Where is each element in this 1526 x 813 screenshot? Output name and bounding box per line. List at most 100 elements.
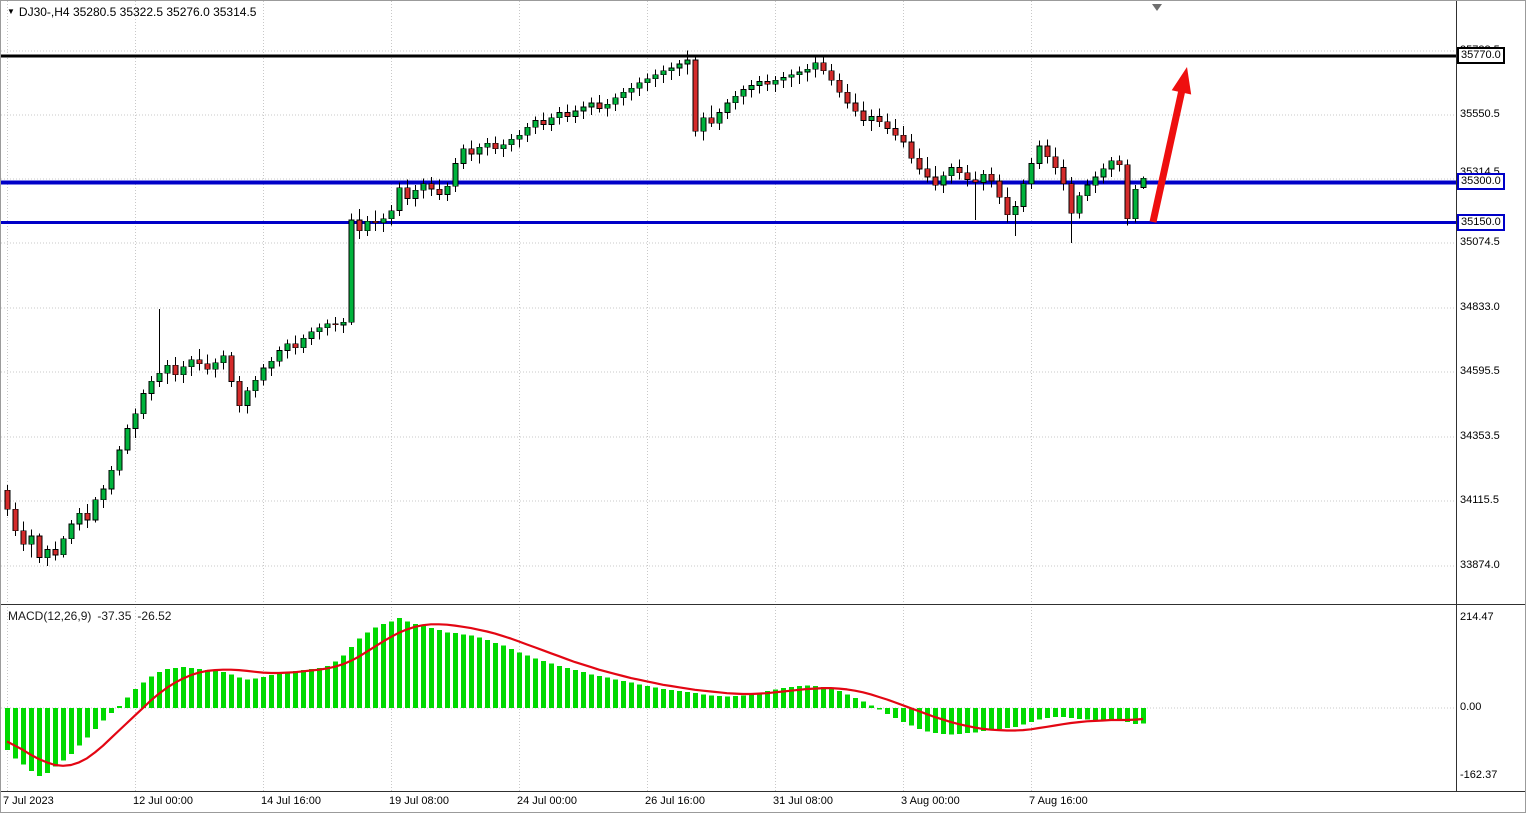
macd-histogram-bar [757,692,762,708]
candle-body [380,218,387,224]
candle-body [892,128,899,136]
candle-body [100,488,107,501]
time-axis-label: 7 Jul 2023 [3,795,54,807]
macd-histogram-bar [29,707,34,771]
macd-histogram-bar [413,623,418,708]
macd-histogram-bar [1029,707,1034,723]
candle-body [900,134,907,143]
trend-arrow-shaft[interactable] [1149,88,1186,223]
candle-body [252,379,259,392]
candle-body [60,538,67,556]
candle-body [20,530,27,545]
macd-histogram-bar [429,628,434,708]
candle-body [1068,183,1075,214]
candle-body [412,190,419,199]
time-axis-separator [1,791,1525,792]
panel-separator[interactable] [1,604,1525,605]
time-axis-label: 14 Jul 16:00 [261,795,321,807]
macd-histogram-bar [37,707,42,777]
trend-arrow-head[interactable] [1171,67,1192,95]
macd-histogram-bar [997,707,1002,729]
macd-histogram-bar [709,695,714,708]
candle-body [548,117,555,125]
candle-body [244,390,251,406]
macd-histogram-bar [357,638,362,708]
candle-body [4,490,11,510]
macd-histogram-bar [341,655,346,708]
time-axis[interactable]: 7 Jul 2023 12 Jul 00:00 14 Jul 16:00 19 Jul… [1,792,1457,812]
candle-body [588,102,595,108]
candle-body [748,85,755,90]
macd-histogram-bar [349,647,354,708]
macd-histogram-bar [45,707,50,773]
macd-histogram-bar [605,677,610,708]
macd-histogram-bar [789,686,794,708]
macd-histogram-bar [957,707,962,734]
symbol-ohlc-text: DJ30-,H4 35280.5 35322.5 35276.0 35314.5 [18,5,257,19]
candle-body [12,508,19,532]
candle-body [860,110,867,121]
macd-histogram-bar [597,676,602,708]
macd-histogram-bar [725,696,730,708]
macd-histogram-bar [661,689,666,708]
macd-histogram-bar [1141,707,1146,724]
candle-body [948,167,955,176]
candle-body [684,59,691,65]
candle-body [1020,183,1027,207]
time-axis-label: 26 Jul 16:00 [645,795,705,807]
candle-body [524,126,531,136]
macd-histogram-bar [5,707,10,750]
macd-histogram-bar [1021,707,1026,725]
candle-body [700,117,707,132]
macd-histogram-bar [373,627,378,708]
macd-histogram-bar [1069,707,1074,718]
macd-histogram-bar [501,645,506,708]
macd-histogram-bar [733,696,738,708]
macd-histogram-bar [13,707,18,759]
candle-body [476,147,483,155]
candle-body [452,163,459,187]
candle-body [348,219,355,323]
macd-histogram-bar [333,661,338,708]
macd-histogram-bar [885,707,890,714]
candle-body [156,373,163,382]
chart-end-marker-icon [1152,4,1162,11]
macd-histogram-bar [69,707,74,755]
macd-axis-label: 0.00 [1460,700,1482,713]
candle-body [260,367,267,381]
candle-body [44,549,51,559]
macd-histogram-bar [629,682,634,708]
macd-histogram-bar [965,707,970,734]
candle-body [332,323,339,326]
candle-body [724,102,731,113]
macd-histogram-bar [85,707,90,738]
candle-body [620,91,627,98]
macd-histogram-bar [901,707,906,723]
time-axis-label: 31 Jul 08:00 [773,795,833,807]
macd-histogram-bar [797,686,802,708]
candle-body [132,413,139,429]
macd-histogram-bar [1101,707,1106,721]
candle-body [804,68,811,73]
candle-body [220,355,227,363]
candle-body [884,121,891,129]
macd-histogram-bar [77,707,82,746]
price-axis[interactable]: 35788.535550.535074.534833.034595.534353… [1457,1,1525,791]
chart-plot-area[interactable] [1,1,1457,791]
macd-histogram-bar [421,626,426,708]
candle-body [1028,163,1035,185]
candle-body [204,363,211,370]
macd-histogram-bar [677,691,682,708]
macd-histogram-bar [701,694,706,708]
candle-body [236,381,243,406]
candle-body [844,91,851,104]
macd-histogram-bar [973,707,978,733]
macd-histogram-bar [981,707,986,731]
candle-body [988,173,995,182]
macd-histogram-bar [53,707,58,767]
candle-body [1140,178,1147,188]
candle-body [484,142,491,148]
candle-body [580,106,587,112]
macd-histogram-bar [581,672,586,708]
candle-body [28,535,35,545]
